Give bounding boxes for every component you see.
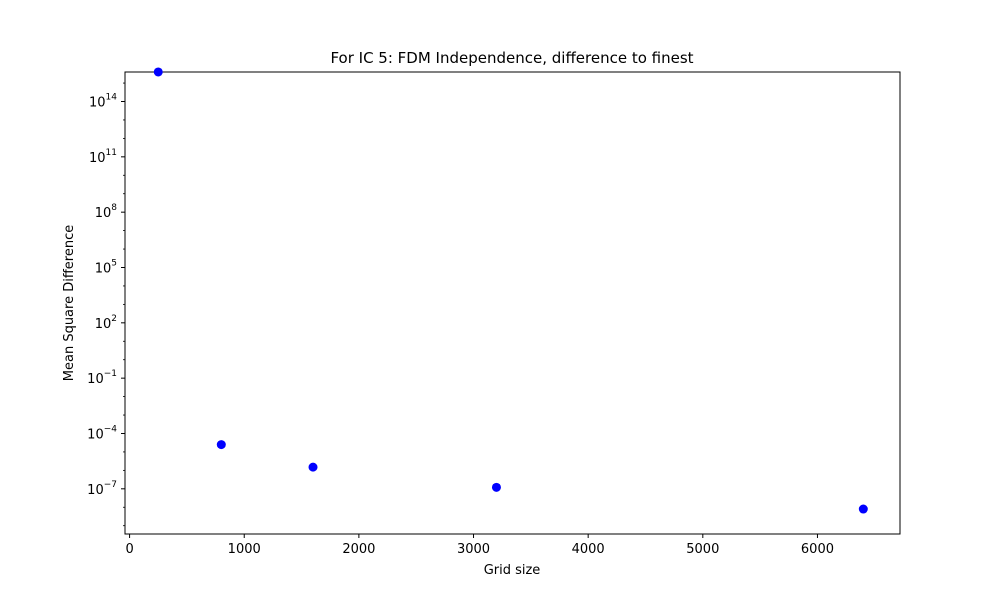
x-tick-label: 5000 — [686, 542, 719, 557]
x-tick-label: 0 — [125, 542, 133, 557]
x-tick-label: 4000 — [572, 542, 605, 557]
chart-title: For IC 5: FDM Independence, difference t… — [330, 49, 693, 67]
data-point — [308, 462, 318, 472]
x-axis-label: Grid size — [484, 563, 541, 578]
x-tick-label: 2000 — [342, 542, 375, 557]
data-point — [858, 504, 868, 514]
y-tick-label: 10−1 — [87, 369, 117, 387]
x-axis: 0 1000 2000 3000 4000 5000 6000 — [125, 534, 834, 557]
x-tick-label: 3000 — [457, 542, 490, 557]
y-tick-label: 105 — [95, 258, 117, 276]
data-point — [153, 67, 163, 77]
y-tick-label: 102 — [95, 314, 117, 332]
data-point — [491, 482, 501, 492]
y-tick-label: 1014 — [89, 93, 117, 111]
data-point — [216, 440, 226, 450]
plot-area — [124, 71, 901, 535]
y-axis: 1014 1011 108 105 102 10−1 10−4 10−7 — [87, 82, 125, 527]
y-tick-label: 1011 — [89, 148, 117, 166]
y-axis-label: Mean Square Difference — [62, 225, 77, 381]
data-points — [153, 67, 868, 514]
y-tick-label: 10−7 — [87, 480, 117, 498]
x-tick-label: 6000 — [801, 542, 834, 557]
x-tick-label: 1000 — [228, 542, 261, 557]
y-tick-label: 108 — [95, 203, 118, 221]
y-tick-label: 10−4 — [87, 424, 117, 442]
